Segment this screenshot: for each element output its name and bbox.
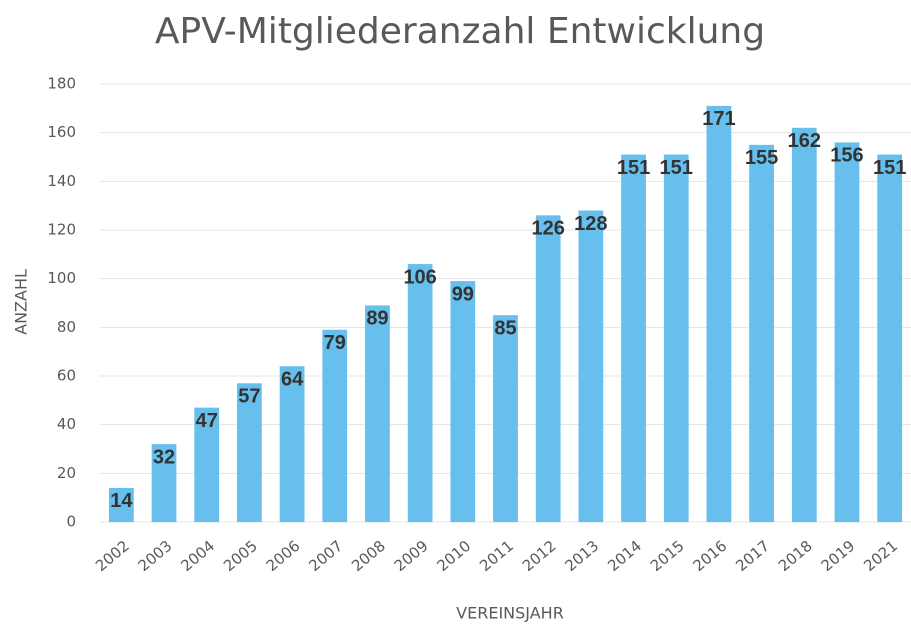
y-axis-title: ANZAHL [12,269,31,335]
bar [450,281,476,522]
data-label: 128 [574,213,607,235]
x-tick-label: 2014 [604,537,645,575]
y-tick-label: 180 [47,75,76,93]
data-label: 57 [238,386,260,408]
y-tick-label: 160 [47,123,76,141]
bar [322,329,348,522]
bar [535,215,561,522]
x-axis-title: VEREINSJAHR [456,604,564,623]
data-label: 14 [110,490,133,512]
data-label: 162 [788,130,821,152]
data-label: 155 [745,147,778,169]
bar [706,105,732,523]
y-tick-label: 0 [66,513,76,531]
data-label: 32 [153,446,175,468]
data-label: 89 [366,308,388,330]
bar [151,444,177,522]
x-tick-label: 2017 [732,537,773,575]
x-tick-label: 2013 [562,537,603,575]
data-label: 126 [531,218,564,240]
x-tick-label: 2002 [92,537,133,575]
x-tick-label: 2021 [860,537,901,575]
data-label: 151 [660,157,693,179]
x-tick-label: 2006 [263,537,304,575]
x-tick-label: 2019 [818,537,859,575]
bar [237,383,262,522]
y-tick-label: 100 [47,269,76,287]
bar [194,407,220,522]
data-label: 99 [452,283,474,305]
x-tick-label: 2004 [177,537,218,575]
y-tick-label: 140 [47,172,76,190]
x-tick-label: 2018 [775,537,816,575]
x-tick-label: 2005 [220,537,261,575]
bar [578,210,604,523]
bar [791,127,817,523]
x-tick-label: 2011 [476,537,517,575]
x-tick-label: 2008 [348,537,389,575]
y-tick-label: 40 [57,415,76,433]
bar [407,264,433,522]
x-tick-label: 2016 [690,537,731,575]
data-label: 156 [830,145,863,167]
bar [365,305,390,522]
data-label: 106 [403,266,436,288]
y-tick-label: 80 [57,318,76,336]
x-tick-label: 2007 [305,537,346,575]
data-label: 171 [702,108,735,130]
data-label: 151 [617,157,650,179]
data-label: 47 [196,410,218,432]
x-tick-label: 2003 [135,537,176,575]
x-tick-label: 2009 [391,537,432,575]
y-tick-label: 120 [47,221,76,239]
x-tick-label: 2015 [647,537,688,575]
y-tick-label: 20 [57,464,76,482]
bar [493,315,518,522]
chart-title: APV-Mitgliederanzahl Entwicklung [155,11,765,52]
bar [279,366,305,522]
bar [877,154,903,523]
bar [834,142,860,522]
data-label: 151 [873,157,906,179]
bar [621,154,646,523]
bar [108,487,134,522]
data-label: 85 [494,317,516,339]
y-tick-label: 60 [57,367,76,385]
data-label: 79 [324,332,346,354]
data-label: 64 [281,369,304,391]
x-tick-label: 2012 [519,537,560,575]
bar [749,144,774,523]
x-tick-label: 2010 [433,537,474,575]
bar [663,154,689,523]
